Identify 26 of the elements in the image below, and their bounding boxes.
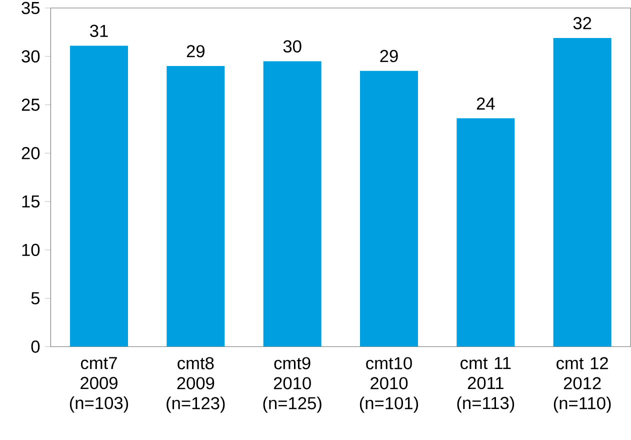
x-tick-label: cmt10 2010 (n=101) (360, 357, 418, 413)
y-tick-label: 0 (31, 340, 40, 353)
data-label: 30 (283, 40, 302, 53)
x-tick-label: cmt8 2009 (n=123) (166, 357, 225, 413)
bar (553, 38, 612, 347)
bar (166, 66, 225, 347)
y-tick-label: 25 (22, 98, 40, 111)
y-tick-label: 30 (22, 50, 40, 63)
x-tick-label: cmt9 2010 (n=125) (263, 357, 322, 413)
data-label: 32 (573, 17, 592, 30)
bar (263, 61, 322, 347)
y-tick-label: 15 (22, 195, 40, 208)
bar (70, 46, 128, 347)
y-tick-label: 5 (31, 292, 40, 304)
x-tick-label: cmt 12 2012 (n=110) (554, 357, 611, 413)
x-tick-label: cmt 11 2011 (n=113) (457, 357, 514, 413)
y-tick-label: 35 (22, 2, 40, 14)
y-tick-label: 10 (22, 244, 40, 256)
y-tick-label: 20 (22, 147, 40, 160)
data-label: 29 (380, 50, 398, 62)
x-tick-label: cmt7 2009 (n=103) (70, 357, 128, 413)
bar (456, 118, 515, 347)
data-label: 24 (476, 97, 495, 110)
data-label: 29 (186, 45, 204, 58)
data-label: 31 (90, 24, 108, 38)
bar (360, 70, 418, 347)
